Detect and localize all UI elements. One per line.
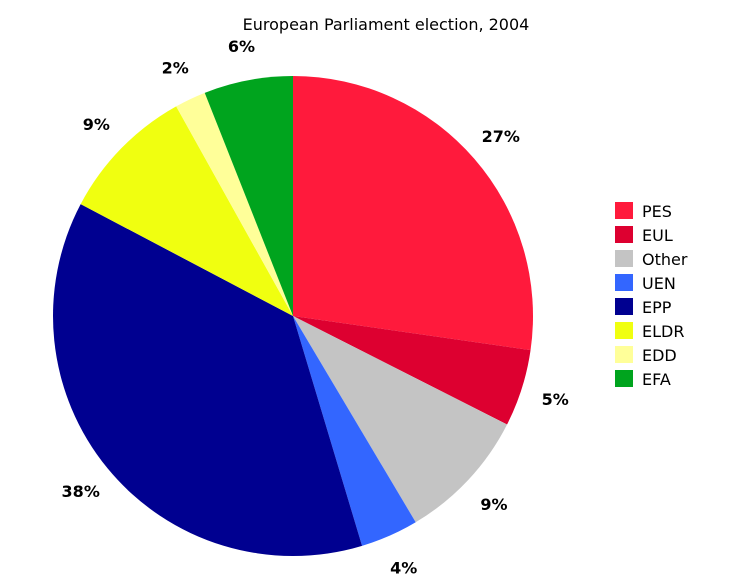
pie-slice-uen — [293, 316, 416, 546]
pct-label-uen: 4% — [390, 559, 417, 574]
pct-label-efa: 6% — [228, 37, 255, 56]
legend-swatch-efa — [615, 370, 633, 387]
pie-slice-other — [293, 316, 508, 523]
legend: PES EUL Other UEN EPP ELDR EDD EFA — [615, 202, 688, 389]
legend-swatch-epp — [615, 298, 633, 315]
legend-swatch-eul — [615, 226, 633, 243]
pie-slice-epp — [53, 204, 363, 556]
percent-labels: 27% 5% 9% 4% 38% 9% 2% 6% — [62, 37, 569, 574]
pct-label-eldr: 9% — [83, 115, 110, 134]
pie-slices — [53, 75, 534, 556]
pct-label-pes: 27% — [482, 127, 520, 146]
legend-swatch-pes — [615, 202, 633, 219]
legend-label-eul: EUL — [642, 226, 673, 245]
legend-swatch-eldr — [615, 322, 633, 339]
pie-slice-eul — [293, 316, 531, 425]
pie-slice-edd — [176, 92, 293, 316]
legend-swatch-other — [615, 250, 633, 267]
chart-title: European Parliament election, 2004 — [243, 15, 530, 34]
legend-label-pes: PES — [642, 202, 672, 221]
legend-label-eldr: ELDR — [642, 322, 684, 341]
pie-slice-eldr — [80, 106, 293, 316]
pie-slice-efa — [204, 76, 293, 316]
legend-label-edd: EDD — [642, 346, 677, 365]
pct-label-edd: 2% — [162, 59, 189, 78]
pct-label-epp: 38% — [62, 482, 100, 501]
pie-slice-pes — [293, 75, 534, 351]
legend-label-uen: UEN — [642, 274, 676, 293]
legend-label-epp: EPP — [642, 298, 672, 317]
pct-label-other: 9% — [480, 495, 507, 514]
legend-label-efa: EFA — [642, 370, 671, 389]
legend-swatch-uen — [615, 274, 633, 291]
legend-swatch-edd — [615, 346, 633, 363]
legend-label-other: Other — [642, 250, 688, 269]
pct-label-eul: 5% — [542, 390, 569, 409]
